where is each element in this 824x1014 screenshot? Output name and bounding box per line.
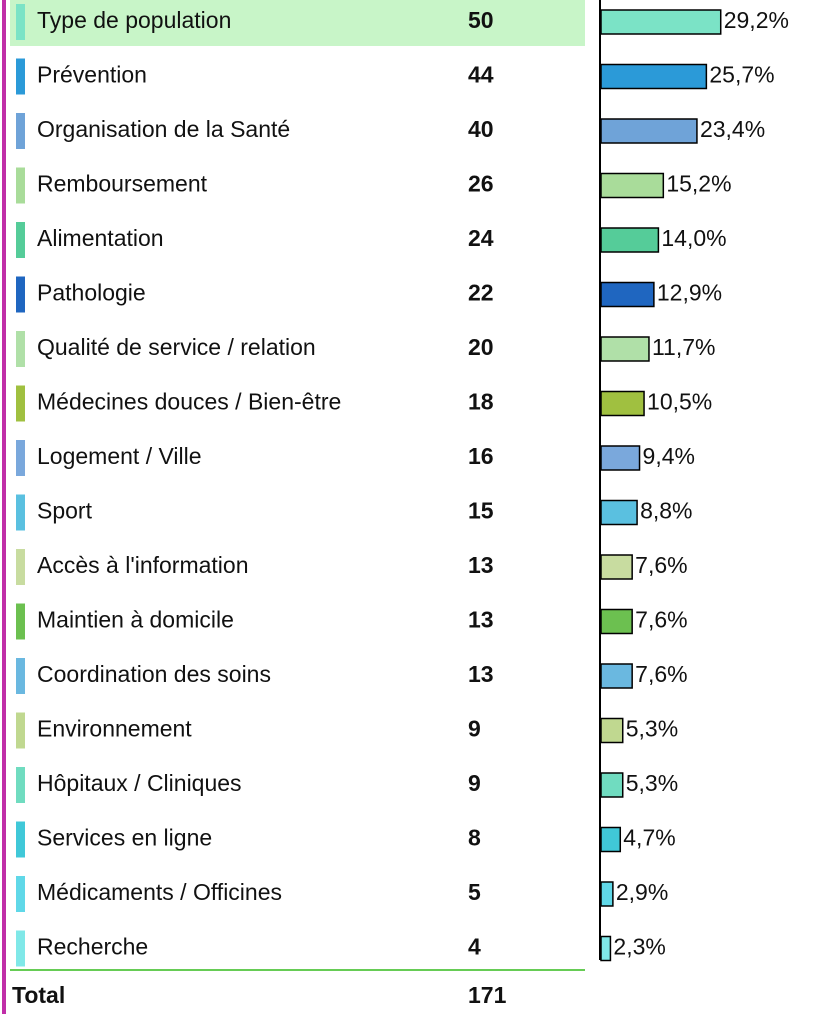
value-label: 9,4% (643, 443, 695, 469)
value-label: 5,3% (626, 770, 678, 796)
bar (600, 227, 660, 253)
category-label: Remboursement (37, 171, 208, 197)
count-label: 9 (468, 716, 481, 742)
row-indicator (16, 58, 25, 95)
bar (600, 881, 614, 907)
row-indicator (16, 331, 25, 367)
total-value: 171 (468, 982, 507, 1008)
row-indicator (16, 549, 25, 585)
category-label: Sport (37, 498, 93, 524)
bar (600, 63, 708, 90)
row-indicator (16, 167, 25, 204)
bar (600, 554, 633, 580)
bar (600, 608, 633, 635)
value-label: 2,3% (613, 934, 665, 960)
count-label: 4 (468, 934, 481, 960)
count-label: 44 (468, 62, 494, 88)
category-label: Hôpitaux / Cliniques (37, 770, 242, 796)
row-indicator (16, 4, 25, 40)
count-label: 18 (468, 389, 494, 415)
bar (600, 772, 624, 798)
value-label: 25,7% (709, 62, 774, 88)
value-label: 23,4% (700, 116, 765, 142)
count-label: 40 (468, 116, 494, 142)
row-indicator (16, 930, 25, 967)
bar (600, 663, 633, 689)
category-label: Qualité de service / relation (37, 334, 316, 360)
row-indicator (16, 767, 25, 803)
value-label: 7,6% (635, 661, 687, 687)
row-indicator (16, 658, 25, 694)
count-label: 26 (468, 171, 494, 197)
bar (600, 717, 624, 744)
count-label: 16 (468, 443, 494, 469)
bar (600, 390, 645, 417)
row-indicator (16, 494, 25, 531)
row-indicator (16, 876, 25, 912)
category-label: Type de population (37, 7, 231, 33)
category-label: Environnement (37, 716, 192, 742)
count-label: 5 (468, 879, 481, 905)
row-indicator (16, 440, 25, 476)
value-label: 15,2% (666, 171, 731, 197)
count-label: 8 (468, 825, 481, 851)
row-indicator (16, 821, 25, 858)
category-label: Organisation de la Santé (37, 116, 290, 142)
bar (600, 281, 655, 308)
row-indicator (16, 385, 25, 422)
category-label: Recherche (37, 934, 148, 960)
value-label: 4,7% (623, 825, 675, 851)
category-label: Maintien à domicile (37, 607, 234, 633)
bar (600, 445, 641, 471)
category-label: Prévention (37, 62, 147, 88)
count-label: 9 (468, 770, 481, 796)
category-label: Médecines douces / Bien-être (37, 389, 341, 415)
category-label: Alimentation (37, 225, 164, 251)
row-indicator (16, 712, 25, 749)
bar (600, 336, 650, 362)
bar (600, 826, 622, 853)
category-label: Médicaments / Officines (37, 879, 282, 905)
value-label: 7,6% (635, 552, 687, 578)
value-label: 29,2% (724, 7, 789, 33)
value-label: 8,8% (640, 498, 692, 524)
value-label: 14,0% (661, 225, 726, 251)
count-label: 50 (468, 7, 494, 33)
bar (600, 935, 612, 962)
count-label: 13 (468, 552, 494, 578)
category-label: Services en ligne (37, 825, 212, 851)
bar (600, 172, 665, 199)
value-label: 11,7% (652, 334, 716, 360)
row-indicator (16, 222, 25, 258)
bar (600, 118, 698, 144)
row-indicator (16, 276, 25, 313)
total-label: Total (12, 982, 65, 1008)
bar (600, 9, 722, 35)
value-label: 10,5% (647, 389, 712, 415)
category-label: Accès à l'information (37, 552, 248, 578)
value-label: 7,6% (635, 607, 687, 633)
row-indicator (16, 113, 25, 149)
value-label: 2,9% (616, 879, 668, 905)
value-label: 12,9% (657, 280, 722, 306)
count-label: 13 (468, 607, 494, 633)
left-border (2, 0, 6, 1014)
count-label: 13 (468, 661, 494, 687)
count-label: 22 (468, 280, 494, 306)
category-label: Pathologie (37, 280, 146, 306)
row-indicator (16, 603, 25, 640)
count-label: 20 (468, 334, 494, 360)
bar (600, 499, 638, 526)
count-label: 15 (468, 498, 494, 524)
category-label: Coordination des soins (37, 661, 271, 687)
row-highlight (10, 0, 585, 46)
category-label: Logement / Ville (37, 443, 202, 469)
value-label: 5,3% (626, 716, 678, 742)
count-label: 24 (468, 225, 494, 251)
